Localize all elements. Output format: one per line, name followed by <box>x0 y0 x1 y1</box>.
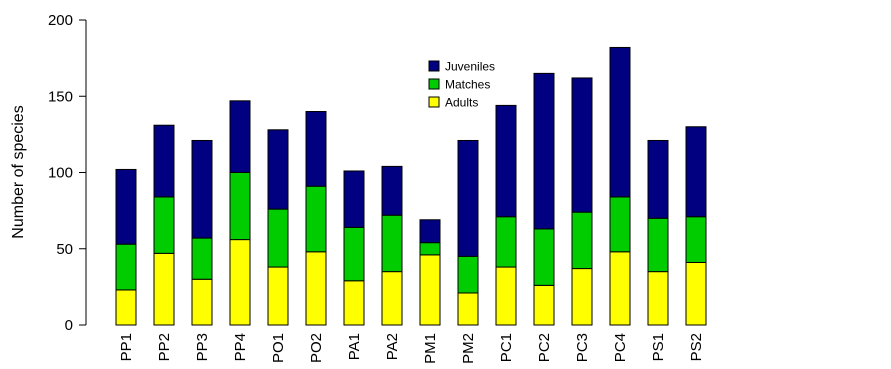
bar-matches-ps2 <box>685 216 707 263</box>
bar-juveniles-pp1 <box>115 168 137 245</box>
bar-adults-pm2 <box>457 292 479 326</box>
bar-matches-pc2 <box>533 228 555 286</box>
bar-matches-pp2 <box>153 196 175 254</box>
bar-stack-ps1 <box>647 139 669 326</box>
bar-stack-pp1 <box>115 168 137 326</box>
bar-juveniles-ps1 <box>647 139 669 219</box>
bar-stack-pa1 <box>343 170 365 326</box>
bar-stack-pc3 <box>571 77 593 326</box>
bar-stack-pp3 <box>191 139 213 326</box>
bar-juveniles-pp2 <box>153 124 175 198</box>
bar-adults-pp2 <box>153 252 175 326</box>
bar-stack-pc1 <box>495 104 517 326</box>
bar-juveniles-ps2 <box>685 126 707 218</box>
bar-juveniles-pp3 <box>191 139 213 239</box>
y-tick-label: 50 <box>56 241 73 258</box>
bar-matches-pc1 <box>495 216 517 268</box>
bar-adults-pa2 <box>381 271 403 326</box>
bar-adults-pm1 <box>419 254 441 326</box>
bar-matches-pp1 <box>115 243 137 291</box>
bar-matches-pa1 <box>343 226 365 282</box>
bar-adults-ps2 <box>685 261 707 326</box>
bar-matches-pc4 <box>609 196 631 253</box>
y-axis: 0 50 100 150 200 <box>48 12 87 334</box>
bar-stack-pm2 <box>457 139 479 326</box>
bar-adults-pc2 <box>533 284 555 326</box>
bar-adults-pc1 <box>495 266 517 326</box>
x-tick-label: PM1 <box>422 333 439 364</box>
bar-adults-pp1 <box>115 289 137 326</box>
bar-juveniles-po1 <box>267 129 289 210</box>
bar-stack-pa2 <box>381 165 403 326</box>
bar-stack-pp2 <box>153 124 175 326</box>
bar-juveniles-pm2 <box>457 139 479 257</box>
x-tick-label: PP2 <box>156 333 173 361</box>
bar-matches-ps1 <box>647 217 669 273</box>
legend-swatch-adults <box>428 96 440 108</box>
bar-matches-pp4 <box>229 172 251 241</box>
bar-adults-pc4 <box>609 251 631 326</box>
bar-juveniles-pc3 <box>571 77 593 213</box>
bar-stack-pp4 <box>229 100 251 326</box>
x-tick-label: PP3 <box>194 333 211 361</box>
legend-label-adults: Adults <box>445 96 478 110</box>
x-tick-labels: PP1 PP2 PP3 PP4 PO1 PO2 PA1 PA2 PM1 PM2 PC1 PC2 PC3 P… <box>118 333 705 364</box>
y-axis-title: Number of species <box>10 105 27 238</box>
bar-stack-pc4 <box>609 46 631 326</box>
x-tick-label: PC3 <box>574 333 591 362</box>
legend-swatch-juveniles <box>428 60 440 72</box>
bar-matches-pc3 <box>571 211 593 270</box>
bar-juveniles-pc1 <box>495 104 517 218</box>
bar-juveniles-po2 <box>305 111 327 187</box>
x-tick-label: PA2 <box>384 333 401 360</box>
x-tick-label: PS2 <box>688 333 705 361</box>
y-tick-label: 0 <box>65 317 73 334</box>
bar-stack-ps2 <box>685 126 707 326</box>
x-tick-label: PC2 <box>536 333 553 362</box>
x-tick-label: PM2 <box>460 333 477 364</box>
y-tick-label: 100 <box>48 165 73 182</box>
bar-matches-pp3 <box>191 237 213 280</box>
y-tick-label: 200 <box>48 12 73 29</box>
bar-adults-pc3 <box>571 268 593 326</box>
bar-adults-pp3 <box>191 278 213 326</box>
bar-stack-po1 <box>267 129 289 326</box>
y-tick-label: 150 <box>48 88 73 105</box>
bars <box>115 46 707 326</box>
bar-juveniles-pc2 <box>533 72 555 230</box>
legend-label-matches: Matches <box>445 78 490 92</box>
bar-matches-pm1 <box>419 242 441 256</box>
bar-adults-po2 <box>305 251 327 326</box>
bar-stack-po2 <box>305 111 327 326</box>
bar-matches-pa2 <box>381 214 403 273</box>
bar-juveniles-pa1 <box>343 170 365 228</box>
bar-juveniles-pa2 <box>381 165 403 216</box>
x-tick-label: PA1 <box>346 333 363 360</box>
legend-swatch-matches <box>428 78 440 90</box>
x-tick-label: PS1 <box>650 333 667 361</box>
bar-juveniles-pm1 <box>419 219 441 244</box>
bar-stack-pm1 <box>419 219 441 326</box>
x-tick-label: PP1 <box>118 333 135 361</box>
legend-label-juveniles: Juveniles <box>445 60 495 74</box>
x-tick-label: PC1 <box>498 333 515 362</box>
bar-juveniles-pc4 <box>609 46 631 198</box>
bar-adults-pa1 <box>343 280 365 326</box>
x-tick-label: PO2 <box>308 333 325 363</box>
bar-juveniles-pp4 <box>229 100 251 173</box>
bar-adults-po1 <box>267 266 289 326</box>
x-tick-label: PC4 <box>612 333 629 362</box>
bar-matches-po1 <box>267 208 289 268</box>
bar-stack-pc2 <box>533 72 555 326</box>
legend: Juveniles Matches Adults <box>428 60 495 110</box>
bar-matches-po2 <box>305 185 327 253</box>
x-tick-label: PO1 <box>270 333 287 363</box>
bar-matches-pm2 <box>457 255 479 294</box>
bar-adults-pp4 <box>229 239 251 326</box>
bar-adults-ps1 <box>647 271 669 326</box>
x-tick-label: PP4 <box>232 333 249 361</box>
